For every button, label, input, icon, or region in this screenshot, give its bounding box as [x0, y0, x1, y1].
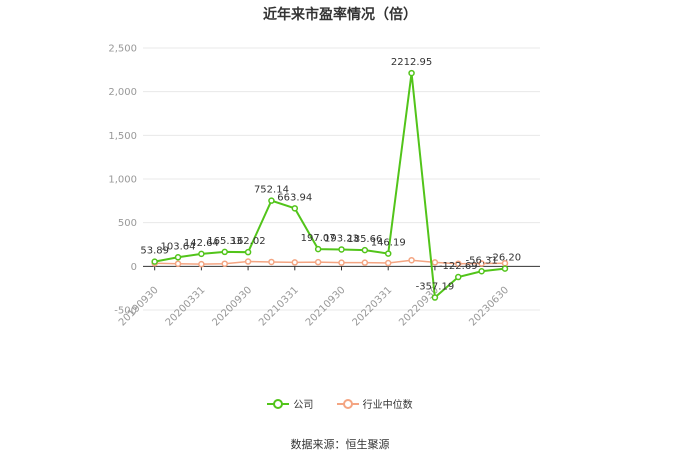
data-point-company	[478, 268, 485, 275]
data-point-industry	[361, 259, 369, 266]
data-point-company	[501, 265, 509, 272]
series-line-industry	[154, 259, 505, 265]
y-tick-label: 1,000	[108, 175, 137, 186]
data-point-company	[221, 248, 228, 256]
data-point-company	[244, 248, 252, 256]
x-tick-label: 20210331	[257, 285, 301, 329]
legend-swatch-industry	[336, 398, 359, 409]
data-point-industry	[455, 260, 462, 267]
data-point-industry	[408, 256, 415, 264]
data-point-industry	[221, 260, 228, 267]
legend: 公司 行业中位数	[0, 396, 680, 412]
y-tick-label: 1,500	[108, 131, 137, 142]
y-tick-label: 0	[131, 262, 137, 273]
data-point-company	[174, 254, 182, 261]
data-point-company	[408, 69, 415, 77]
data-point-industry	[268, 258, 275, 266]
data-point-company	[431, 294, 439, 301]
y-tick-label: -500	[114, 306, 137, 317]
data-label: 146.19	[371, 238, 406, 249]
data-point-industry	[338, 259, 345, 266]
data-point-industry	[291, 259, 299, 266]
data-point-company	[198, 250, 205, 258]
data-label: -26.20	[489, 253, 521, 264]
x-tick-label: 20200930	[210, 285, 254, 329]
data-label: -56.31	[465, 255, 497, 266]
data-point-company	[384, 250, 392, 257]
data-point-company	[151, 258, 158, 265]
data-point-industry	[384, 259, 392, 267]
data-point-company	[268, 197, 275, 204]
data-label: 165.33	[207, 236, 242, 247]
data-label: 185.66	[347, 234, 382, 245]
data-label: -357.19	[416, 282, 455, 293]
data-label: 197.07	[301, 233, 336, 244]
legend-label-industry: 行业中位数	[362, 400, 413, 411]
data-label: 53.89	[140, 246, 169, 257]
x-tick-label: 20220331	[351, 285, 395, 329]
data-point-industry	[174, 260, 182, 267]
y-tick-label: 2,000	[108, 87, 137, 98]
data-label: 663.94	[277, 192, 312, 203]
data-label: 103.64	[161, 241, 196, 252]
legend-item-industry[interactable]: 行业中位数	[336, 396, 413, 411]
data-point-industry	[431, 259, 439, 266]
legend-item-company[interactable]: 公司	[267, 396, 313, 411]
series-line-company	[154, 72, 506, 300]
data-point-industry	[478, 260, 485, 267]
data-point-industry	[314, 258, 322, 266]
chart-title: 近年来市盈率情况（倍）	[263, 7, 417, 23]
data-point-company	[455, 273, 462, 281]
data-point-company	[338, 246, 345, 253]
x-tick-label: 20210930	[304, 285, 348, 329]
data-point-company	[314, 245, 322, 253]
y-tick-label: 2,500	[108, 44, 137, 55]
data-label: 752.14	[254, 185, 289, 196]
data-label: 193.23	[324, 233, 359, 244]
data-label: 162.02	[231, 236, 266, 247]
data-label: -122.69	[439, 261, 478, 272]
data-point-industry	[244, 258, 252, 265]
data-source: 数据来源：恒生聚源	[290, 438, 390, 451]
legend-swatch-company	[267, 398, 290, 409]
data-label: 2212.95	[391, 57, 432, 68]
y-tick-label: 500	[118, 218, 137, 229]
data-label: 142.64	[184, 238, 219, 249]
x-tick-label: 20200331	[164, 285, 208, 329]
data-point-industry	[198, 260, 205, 268]
data-point-company	[361, 246, 369, 254]
x-tick-label: 20230630	[467, 285, 511, 329]
data-point-company	[291, 205, 299, 212]
legend-label-company: 公司	[293, 400, 314, 411]
